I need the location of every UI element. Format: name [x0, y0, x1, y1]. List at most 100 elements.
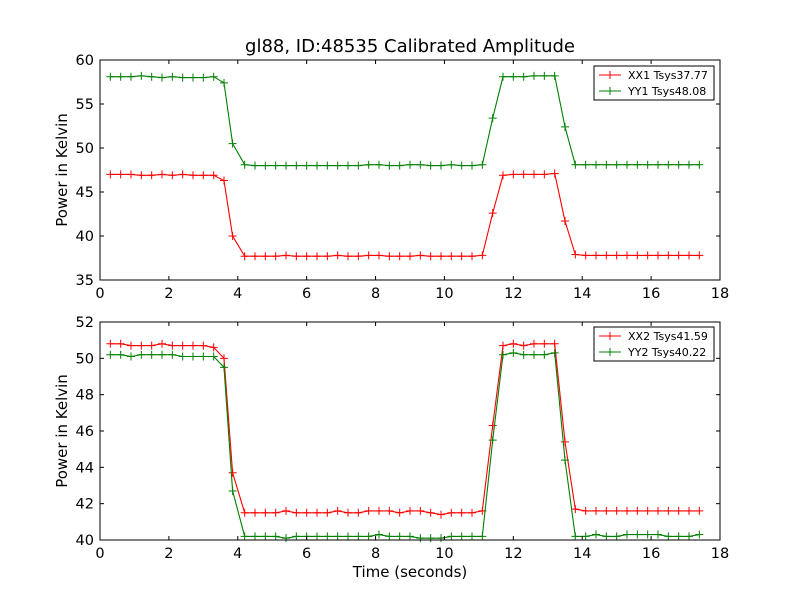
data-point	[106, 350, 115, 359]
data-point	[292, 532, 301, 541]
data-point	[519, 341, 528, 350]
data-point	[240, 532, 249, 541]
data-point	[540, 350, 549, 359]
y-tick-label: 40	[76, 229, 94, 245]
data-point	[240, 160, 249, 169]
data-point	[447, 160, 456, 169]
data-point	[395, 532, 404, 541]
legend-swatch-marker	[606, 71, 614, 79]
data-point	[654, 251, 662, 260]
data-point	[116, 350, 125, 359]
data-point	[282, 534, 290, 543]
legend: XX2 Tsys41.59 YY2 Tsys40.22	[593, 326, 715, 362]
data-point	[189, 73, 197, 82]
data-point	[561, 437, 569, 446]
data-point	[623, 530, 631, 539]
data-point	[302, 508, 311, 517]
data-point	[426, 252, 435, 261]
data-point	[509, 72, 518, 81]
data-point	[571, 250, 580, 259]
data-point	[437, 252, 445, 261]
data-point	[251, 252, 259, 261]
data-point	[364, 532, 373, 541]
legend-label: YY1 Tsys48.08	[627, 85, 706, 98]
legend-box	[593, 65, 715, 101]
data-point	[364, 251, 373, 260]
data-point	[571, 160, 580, 169]
data-point	[137, 350, 146, 359]
data-point	[509, 348, 518, 357]
x-tick-label: 0	[95, 286, 104, 302]
data-point	[674, 251, 683, 260]
data-point	[406, 160, 414, 169]
data-point	[530, 71, 538, 80]
data-point	[695, 506, 704, 515]
data-point	[561, 122, 569, 131]
data-point	[313, 252, 321, 261]
x-tick-label: 18	[711, 546, 729, 562]
data-point	[147, 72, 156, 81]
data-point	[302, 161, 311, 170]
x-tick-label: 14	[573, 546, 591, 562]
data-point	[344, 508, 352, 517]
data-point	[106, 339, 115, 348]
legend-swatch-marker	[606, 332, 614, 340]
x-tick-label: 2	[164, 546, 173, 562]
data-point	[478, 160, 487, 169]
data-point	[240, 508, 249, 517]
series-2-group	[106, 71, 704, 170]
x-tick-label: 4	[233, 546, 242, 562]
data-point	[406, 252, 414, 261]
data-point	[509, 170, 518, 179]
data-point	[127, 72, 135, 81]
data-point	[189, 171, 197, 180]
data-point	[220, 354, 228, 363]
data-point	[385, 532, 394, 541]
legend-box	[593, 326, 715, 362]
data-point	[530, 350, 538, 359]
data-point	[313, 161, 321, 170]
legend-swatch-marker	[606, 87, 614, 95]
data-point	[612, 532, 621, 541]
data-point	[261, 252, 270, 261]
data-point	[251, 508, 259, 517]
data-point	[685, 532, 693, 541]
data-point	[116, 339, 125, 348]
data-point	[147, 341, 156, 350]
data-point	[333, 532, 342, 541]
data-point	[592, 160, 600, 169]
x-tick-label: 16	[642, 286, 660, 302]
data-point	[189, 352, 197, 361]
data-point	[623, 506, 631, 515]
data-point	[447, 252, 456, 261]
data-point	[633, 251, 642, 260]
data-point	[240, 252, 249, 261]
data-point	[395, 252, 404, 261]
data-point	[364, 506, 373, 515]
y-tick-label: 42	[76, 497, 94, 513]
y-tick-label: 48	[76, 388, 94, 404]
data-point	[416, 251, 425, 260]
y-tick-label: 46	[76, 424, 94, 440]
x-tick-label: 8	[371, 286, 380, 302]
data-point	[106, 170, 115, 179]
x-tick-label: 16	[642, 546, 660, 562]
data-point	[292, 508, 301, 517]
data-point	[416, 534, 425, 543]
series-line	[110, 172, 700, 257]
data-point	[395, 508, 404, 517]
data-point	[654, 530, 662, 539]
data-point	[550, 348, 559, 357]
data-point	[416, 506, 425, 515]
data-point	[127, 352, 135, 361]
data-point	[178, 73, 187, 82]
data-point	[333, 161, 342, 170]
data-point	[581, 532, 590, 541]
data-point	[426, 534, 435, 543]
data-point	[602, 532, 611, 541]
data-point	[228, 468, 237, 477]
data-point	[499, 341, 507, 350]
data-point	[375, 506, 383, 515]
data-point	[292, 161, 301, 170]
